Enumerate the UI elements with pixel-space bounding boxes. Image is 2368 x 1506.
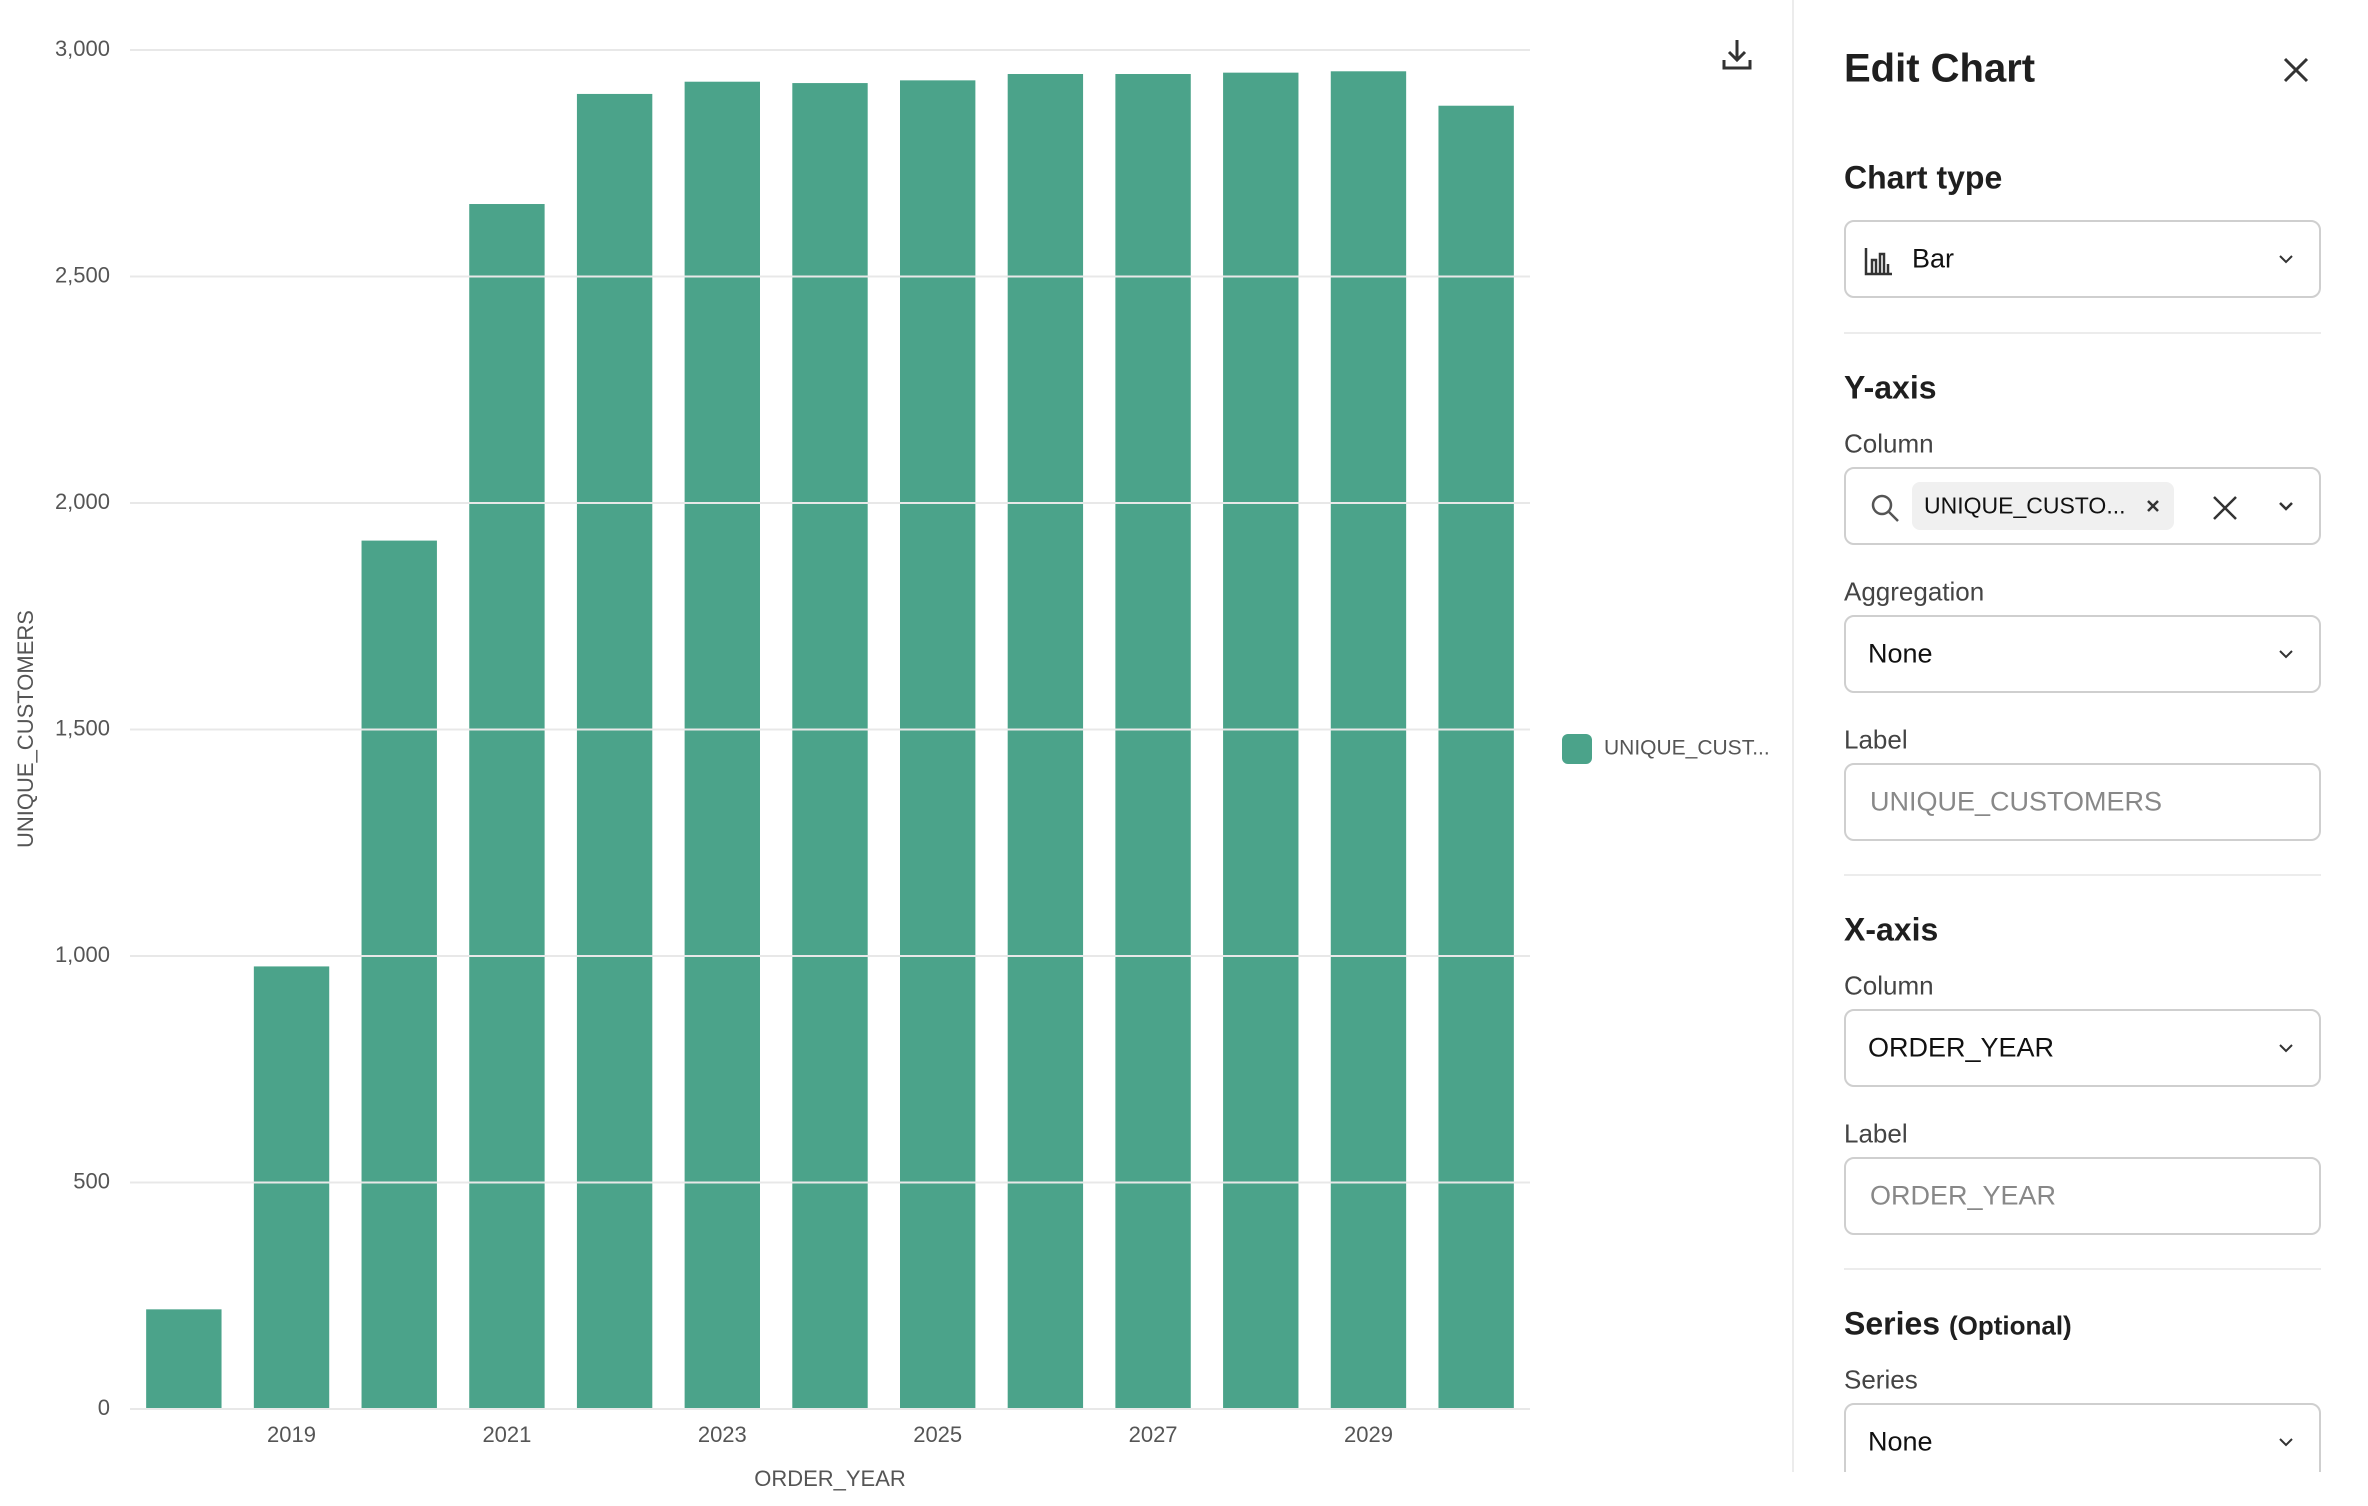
legend-swatch (1562, 734, 1592, 764)
chevron (2279, 255, 2293, 264)
section-heading: Y-axis (1844, 369, 1937, 406)
series-select[interactable]: None (1844, 1403, 2321, 1472)
panel-title: Edit Chart (1844, 46, 2036, 91)
field-label: Label (1844, 1118, 1908, 1149)
close-button[interactable] (2282, 56, 2310, 84)
field-label: Column (1844, 428, 1934, 459)
bar (576, 93, 653, 1409)
y-label-input[interactable]: UNIQUE_CUSTOMERS (1844, 763, 2321, 841)
chart-type-select[interactable]: Bar (1844, 220, 2321, 298)
chart: 2029 2027 2025 2023 2021 2019 UNIQUE_CUST... 3,… (13, 36, 1770, 1491)
aggregation-select[interactable]: None (1844, 615, 2321, 693)
divider (1844, 1268, 2321, 1270)
y-tick-label: 2,500 (55, 262, 110, 287)
bars (146, 71, 1514, 1410)
x-tick-label: 2029 (1344, 1422, 1393, 1447)
x-tick-label: 2027 (1129, 1422, 1178, 1447)
bar (1330, 71, 1407, 1409)
y-tick-label: 3,000 (55, 36, 110, 61)
field-label: Aggregation (1844, 576, 1985, 607)
bar (1223, 72, 1299, 1409)
chevron (2279, 650, 2293, 659)
divider (1844, 332, 2321, 334)
x-tick-label: 2025 (913, 1422, 962, 1447)
x-tick-label: 2023 (698, 1422, 747, 1447)
chevron (2279, 1044, 2293, 1053)
chip: UNIQUE_CUSTO... (1912, 482, 2174, 530)
bar (1007, 74, 1084, 1409)
field-label: Column (1844, 970, 1934, 1001)
chevron (2279, 502, 2293, 511)
y-tick-label: 1,500 (55, 715, 110, 740)
bar (900, 80, 976, 1410)
placeholder: UNIQUE_CUSTOMERS (1870, 786, 2163, 817)
divider (1844, 874, 2321, 876)
y-axis-title: UNIQUE_CUSTOMERS (13, 610, 38, 848)
y-tick-label: 2,000 (55, 489, 110, 514)
x-label-input[interactable]: ORDER_YEAR (1844, 1157, 2321, 1235)
section-heading: X-axis (1844, 911, 1939, 948)
select-value: None (1868, 1426, 1933, 1457)
field-label: Series (1844, 1364, 1918, 1395)
bar (146, 1309, 222, 1409)
x-column-select[interactable]: ORDER_YEAR (1844, 1009, 2321, 1087)
placeholder: ORDER_YEAR (1870, 1180, 2057, 1211)
chip-remove[interactable] (2146, 499, 2160, 513)
bar (792, 83, 868, 1410)
y-tick-label: 0 (98, 1395, 110, 1420)
bar (361, 540, 437, 1409)
y-column-select[interactable]: UNIQUE_CUSTO... (1844, 467, 2321, 545)
x-tick-label: 2021 (482, 1422, 531, 1447)
x-axis-title: ORDER_YEAR (754, 1466, 906, 1491)
optional-note: (Optional) (1948, 1310, 2072, 1341)
search-icon (1871, 494, 1899, 522)
y-tick-label: 500 (73, 1168, 110, 1193)
legend-label: UNIQUE_CUST... (1604, 737, 1770, 760)
select-value: Bar (1912, 243, 1955, 274)
chevron (2279, 1438, 2293, 1447)
bar (1115, 74, 1191, 1409)
bar-icon (1864, 248, 1892, 276)
heading-text: Series (1844, 1305, 1941, 1342)
bar (253, 966, 330, 1409)
field-label: Label (1844, 724, 1908, 755)
edit-panel: Edit Chart Chart type Bar Y-axis Column … (1792, 0, 2368, 1472)
section-heading: Chart type (1844, 159, 2003, 196)
y-tick-label: 1,000 (55, 942, 110, 967)
chip-text: UNIQUE_CUSTO... (1924, 492, 2126, 519)
bar (684, 81, 760, 1410)
select-value: None (1868, 638, 1933, 669)
x-tick-label: 2019 (267, 1422, 316, 1447)
clear-button[interactable] (2212, 495, 2238, 521)
select-value: ORDER_YEAR (1868, 1032, 2055, 1063)
bar (1438, 105, 1514, 1410)
download-button[interactable] (1722, 40, 1752, 70)
section-heading: Series (Optional) (1844, 1306, 2072, 1343)
bar (469, 204, 545, 1409)
